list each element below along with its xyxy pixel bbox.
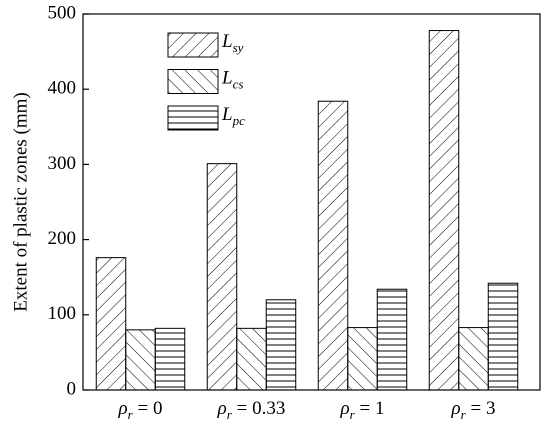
y-tick-label: 200 [48,228,77,249]
bar [125,329,156,391]
bar [95,257,127,391]
legend-swatch [167,105,219,131]
bar [236,327,267,391]
y-axis-label: Extent of plastic zones (mm) [10,92,31,312]
legend-swatch [167,69,219,94]
bar [206,163,238,391]
bar [265,299,297,391]
bar [458,327,489,391]
y-tick-label: 100 [48,303,77,324]
bar [154,327,186,391]
plot-frame [82,13,541,391]
x-tick-label: ρr = 0.33 [217,398,286,422]
y-tick-label: 400 [48,78,77,99]
x-tick-label: ρr = 0 [118,398,163,422]
x-tick-label: ρr = 1 [340,398,385,422]
bar [428,30,460,391]
x-tick-label: ρr = 3 [451,398,496,422]
bar [347,327,378,391]
y-tick-label: 300 [48,153,77,174]
legend-label: Lcs [221,68,243,92]
legend-label: Lpc [221,104,245,128]
y-tick-label: 0 [67,378,77,399]
legend-swatch [167,32,219,58]
y-tick-label: 500 [48,2,77,23]
bar [376,288,408,391]
bar [317,100,349,391]
bar [487,282,519,391]
legend-label: Lsy [221,31,244,55]
